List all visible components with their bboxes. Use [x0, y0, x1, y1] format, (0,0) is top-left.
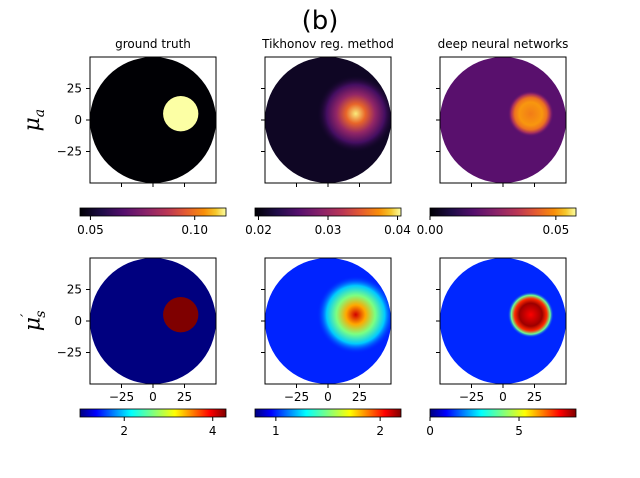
domain-disk [440, 57, 566, 183]
figure-label: (b) [301, 6, 339, 36]
inclusion-mark [163, 297, 199, 333]
colorbar-tick-label: 0.05 [543, 223, 570, 237]
colorbar-tick-label: 0.03 [315, 223, 342, 237]
x-tick-label: 25 [177, 390, 192, 404]
colorbar-gradient [79, 207, 227, 217]
colorbar-tick-label: 4 [209, 424, 217, 438]
x-tick-label: 0 [324, 390, 332, 404]
colorbar-tick-label: 0.04 [384, 223, 411, 237]
panel-1-0: 25 0 −25 −25 0 25 [57, 257, 217, 404]
y-tick-label: 0 [74, 314, 82, 328]
y-tick-label: 25 [67, 283, 82, 297]
y-tick-label: 0 [74, 113, 82, 127]
colorbar-tick-label: 0 [426, 424, 434, 438]
reconstruction-blob [316, 275, 391, 354]
colorbar-gradient [79, 408, 227, 418]
y-tick-label: −25 [57, 346, 82, 360]
reconstruction-blob [507, 291, 554, 338]
domain-disk [90, 57, 216, 183]
x-tick-label: 25 [527, 390, 542, 404]
panel-1-1: −25 0 25 [261, 257, 392, 404]
x-tick-label: 0 [499, 390, 507, 404]
colorbar-tick-label: 1 [272, 424, 280, 438]
colorbar-tick-label: 0.02 [245, 223, 272, 237]
colorbar-gradient [429, 207, 577, 217]
x-tick-label: 0 [149, 390, 157, 404]
colorbar-0-2: 0.00 0.05 [417, 207, 577, 237]
colorbar-tick-label: 0.00 [417, 223, 444, 237]
domain-disk [90, 258, 216, 384]
panel-0-0: 25 0 −25 [57, 56, 217, 187]
column-title-tikhonov: Tikhonov reg. method [262, 37, 394, 51]
colorbar-gradient [254, 408, 402, 418]
x-tick-label: −25 [284, 390, 309, 404]
colorbar-tick-label: 0.05 [77, 223, 104, 237]
colorbar-tick-label: 5 [515, 424, 523, 438]
colorbar-tick-label: 2 [376, 424, 384, 438]
colorbar-tick-label: 0.10 [181, 223, 208, 237]
column-title-dnn: deep neural networks [437, 37, 569, 51]
x-tick-label: −25 [109, 390, 134, 404]
colorbar-tick-label: 2 [120, 424, 128, 438]
x-tick-label: 25 [352, 390, 367, 404]
x-tick-label: −25 [459, 390, 484, 404]
column-title-ground-truth: ground truth [115, 37, 191, 51]
colorbar-gradient [429, 408, 577, 418]
reconstruction-blob [316, 74, 391, 153]
colorbar-0-1: 0.02 0.03 0.04 [245, 207, 411, 237]
y-tick-label: −25 [57, 145, 82, 159]
panel-0-2 [436, 56, 567, 187]
panel-0-1 [261, 56, 392, 187]
colorbar-0-0: 0.05 0.10 [77, 207, 227, 237]
reconstruction-blob [507, 90, 554, 137]
inclusion-mark [163, 96, 199, 132]
colorbar-gradient [254, 207, 402, 217]
domain-disk [440, 258, 566, 384]
panel-1-2: −25 0 25 [436, 257, 567, 404]
y-tick-label: 25 [67, 82, 82, 96]
